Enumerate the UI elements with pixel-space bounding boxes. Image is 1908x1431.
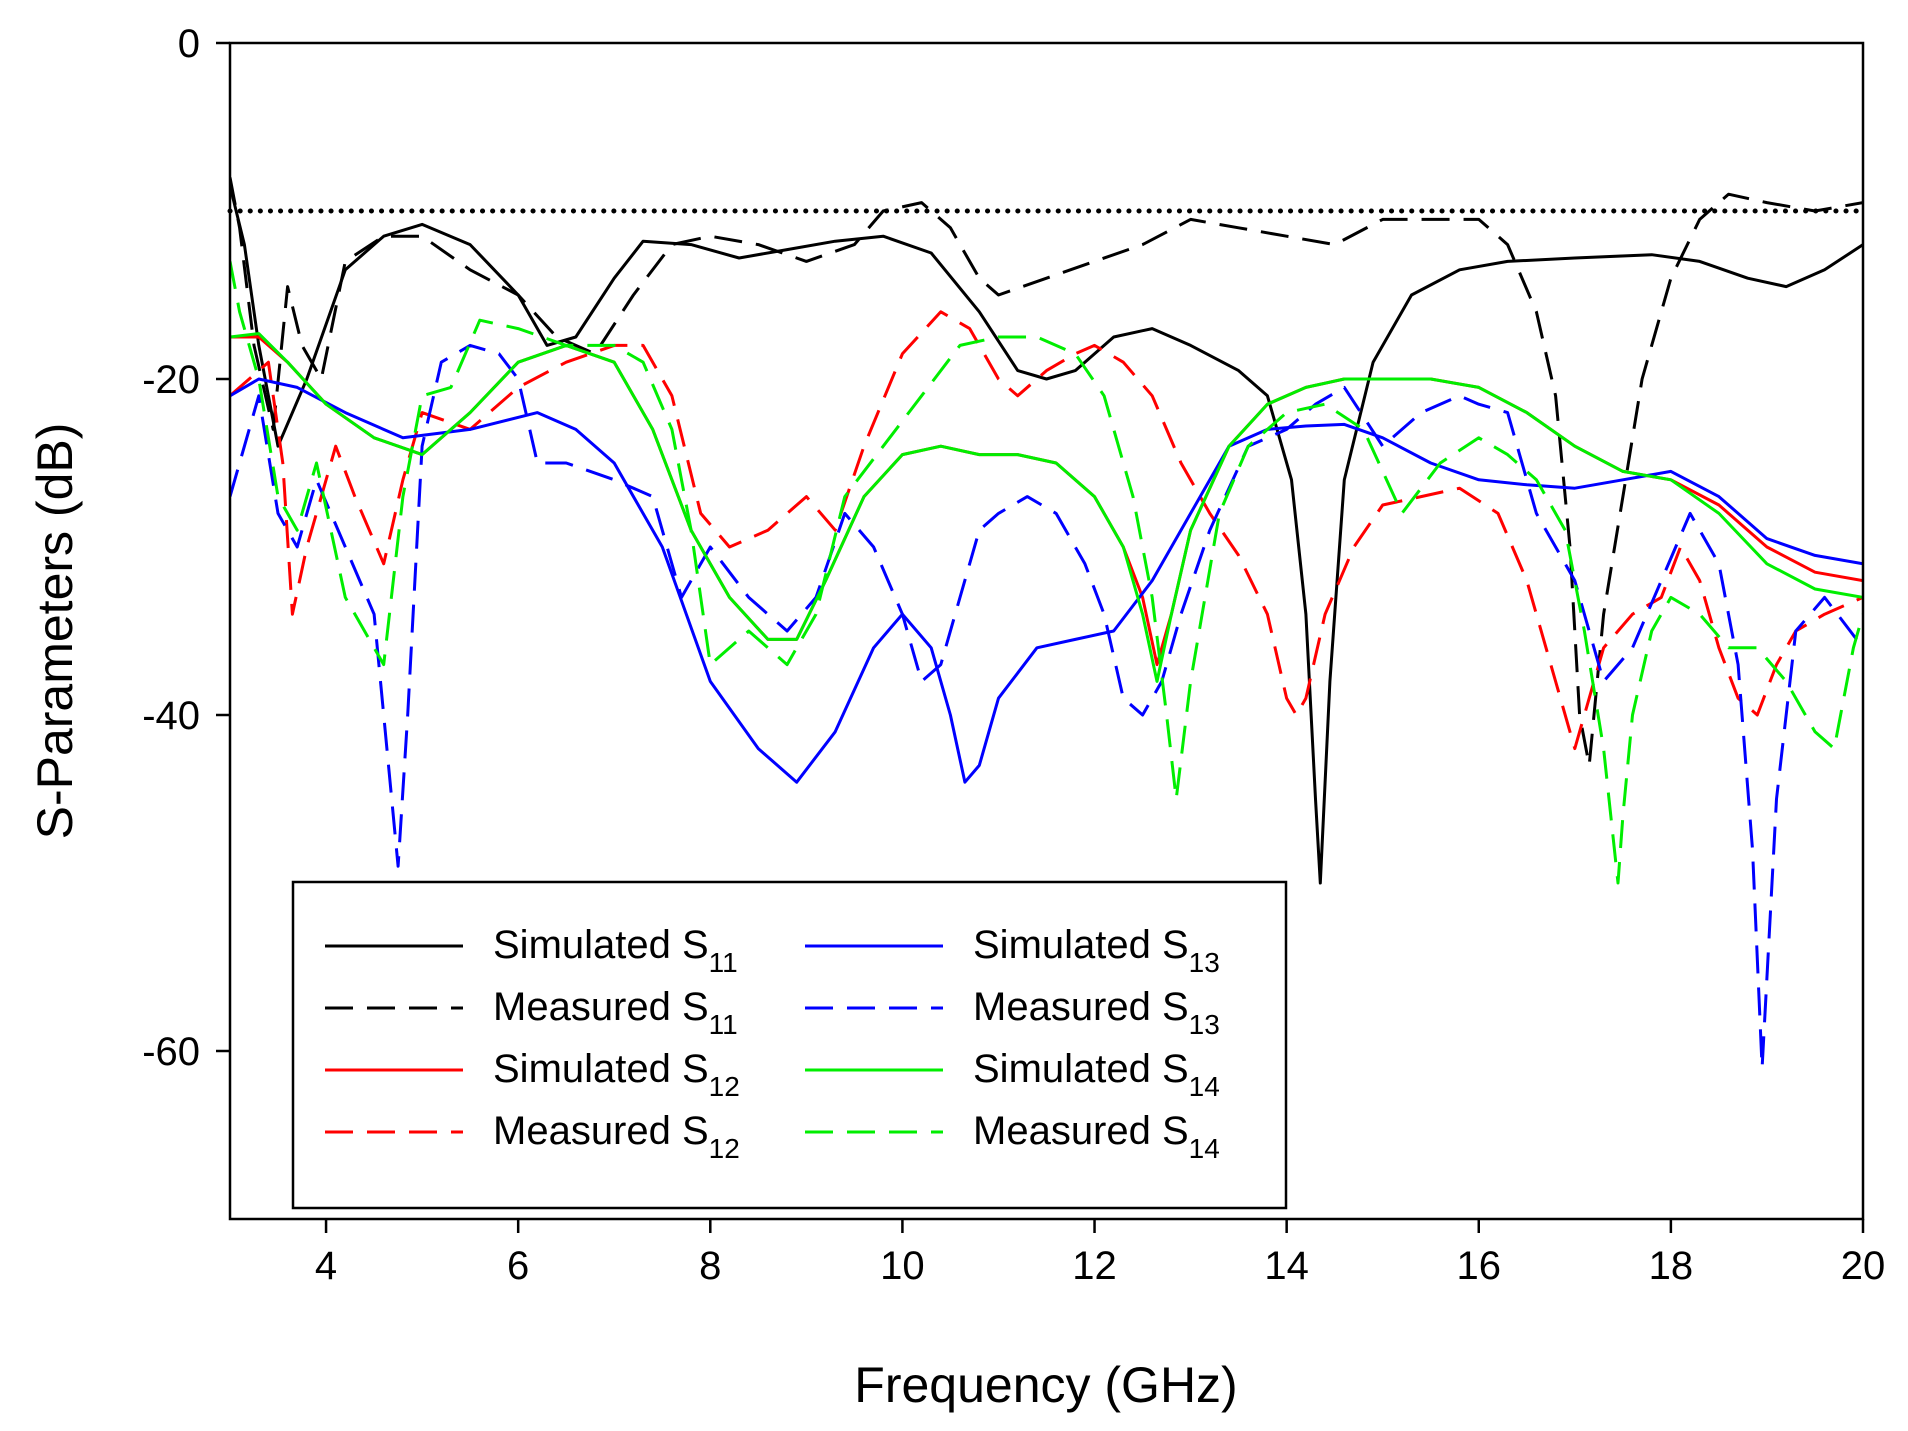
x-axis-title: Frequency (GHz) [854,1357,1237,1413]
x-tick-label: 14 [1264,1244,1309,1288]
series-measured-s11 [230,177,1863,767]
y-tick-label: -60 [142,1030,200,1074]
x-tick-label: 18 [1649,1244,1694,1288]
plot-frame [228,41,1865,1221]
series-measured-s13 [230,343,1863,1070]
series-simulated-s11 [230,185,1863,885]
x-tick-label: 10 [880,1244,925,1288]
x-tick-label: 4 [315,1244,337,1288]
x-tick-label: 6 [507,1244,529,1288]
tick-layer: 4 6 8 10 12 14 16 18 20 0 -20 -40 -60 [142,22,1885,1288]
legend-box [291,880,1288,1210]
y-tick-label: -20 [142,358,200,402]
x-tick-label: 20 [1841,1244,1886,1288]
series-simulated-s13 [230,377,1863,784]
x-tick-label: 8 [699,1244,721,1288]
x-tick-label: 12 [1072,1244,1117,1288]
y-axis-title: S-Parameters (dB) [27,423,83,840]
y-tick-label: 0 [178,22,200,66]
series-measured-s14 [230,261,1863,885]
series-simulated-s12 [230,335,1863,667]
y-tick-label: -40 [142,694,200,738]
x-tick-label: 16 [1457,1244,1502,1288]
series-layer [230,177,1863,1070]
series-simulated-s14 [230,332,1863,683]
series-measured-s12 [230,310,1863,751]
